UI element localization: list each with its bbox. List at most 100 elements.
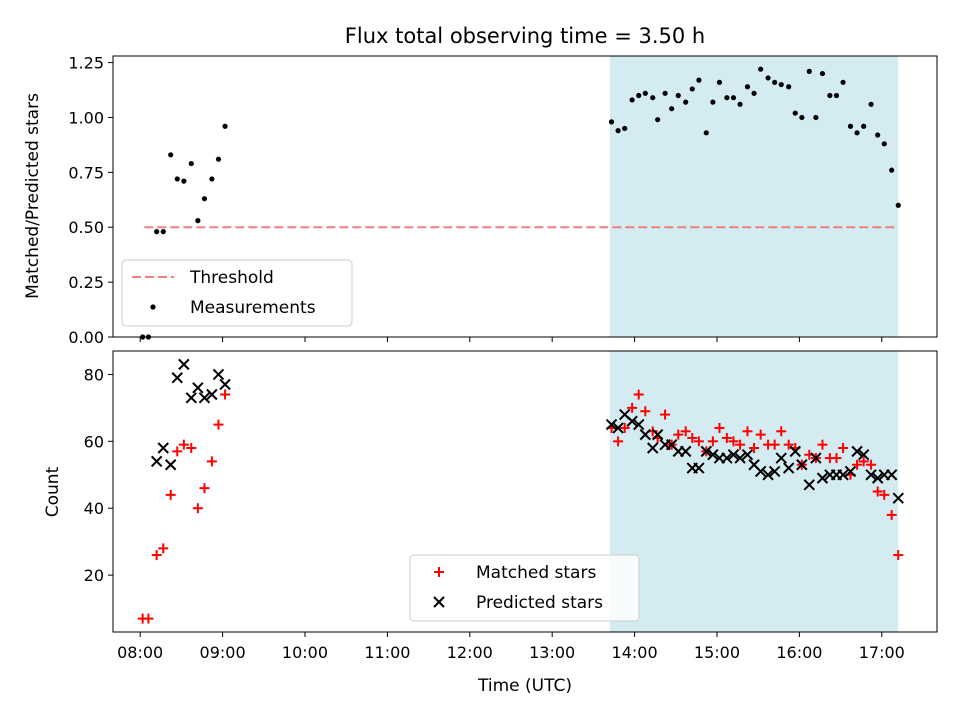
matched-star-point (769, 439, 780, 450)
legend-measurements-swatch (150, 304, 156, 310)
predicted-star-point (721, 452, 733, 464)
predicted-star-point (844, 465, 857, 478)
matched-star-point (714, 422, 725, 433)
measurement-point (209, 176, 215, 182)
measurement-point (683, 99, 689, 105)
matched-star-point (165, 489, 176, 500)
predicted-star-point (164, 459, 177, 471)
measurement-point (806, 68, 812, 74)
top-y-tick-label: 0.00 (68, 328, 104, 347)
predicted-star-point (796, 459, 808, 471)
matched-star-point (143, 613, 154, 624)
measurement-point (195, 218, 201, 224)
predicted-star-point (762, 469, 774, 481)
measurement-point (758, 66, 764, 72)
predicted-star-point (851, 445, 863, 458)
predicted-star-point (857, 448, 870, 461)
bottom-shaded-region (609, 351, 899, 632)
bottom-y-tick-label: 40 (84, 499, 104, 518)
bottom-y-tick-label: 60 (84, 432, 104, 451)
top-legend-box (121, 259, 353, 327)
measurement-point (675, 92, 681, 99)
bottom-y-axis: 20 40 60 80 (84, 365, 113, 585)
x-tick-label: 08:00 (117, 643, 163, 662)
predicted-star-point (892, 492, 904, 504)
matched-star-point (742, 426, 753, 437)
measurement-point (786, 84, 792, 90)
measurement-point (854, 130, 860, 136)
x-tick-label: 10:00 (282, 643, 328, 662)
predicted-star-point (741, 448, 754, 461)
matched-star-point (199, 483, 210, 494)
x-tick-label: 17:00 (859, 643, 905, 662)
x-tick-label: 12:00 (447, 643, 493, 662)
predicted-star-point (727, 448, 740, 461)
bottom-legend-box (409, 554, 640, 622)
matched-star-point (627, 402, 638, 413)
measurement-point (819, 70, 826, 77)
measurement-point (730, 95, 737, 101)
top-y-tick-label: 0.75 (68, 163, 104, 182)
matched-star-point (192, 503, 203, 514)
predicted-star-point (178, 358, 190, 371)
measurement-point (868, 101, 874, 107)
measurement-point (662, 90, 668, 96)
predicted-star-point (605, 418, 618, 431)
predicted-star-point (700, 445, 712, 458)
measurement-point (792, 110, 798, 116)
measurement-point (799, 114, 805, 121)
predicted-star-point (707, 448, 719, 461)
matched-star-point (172, 446, 183, 457)
measurement-point (629, 97, 635, 103)
predicted-star-point (171, 372, 183, 384)
measurement-point (642, 90, 648, 96)
predicted-star-point (837, 469, 849, 481)
predicted-star-point (157, 442, 169, 454)
measurement-point (889, 167, 895, 173)
measurement-point (861, 123, 867, 129)
measurement-point (154, 229, 160, 235)
predicted-star-point (612, 422, 624, 434)
matched-star-point (693, 436, 704, 447)
legend-predicted-label: Predicted stars (476, 593, 603, 613)
measurement-point (847, 123, 854, 129)
measurement-point (615, 128, 621, 134)
measurement-point (215, 156, 222, 162)
predicted-star-point (810, 452, 822, 464)
legend-threshold-label: Threshold (189, 268, 274, 288)
predicted-star-point (775, 452, 787, 464)
predicted-star-point (185, 392, 197, 404)
top-panel: 0.00 0.25 0.50 0.75 1.00 1.25 Matched/Predict… (23, 54, 938, 347)
x-axis-label: Time (UTC) (477, 676, 572, 696)
matched-star-point (613, 436, 624, 447)
predicted-star-point (734, 452, 746, 464)
measurement-point (181, 178, 187, 184)
matched-star-point (838, 443, 849, 454)
measurement-point (840, 79, 846, 85)
matched-star-point (158, 543, 169, 554)
matched-star-point (151, 550, 162, 561)
predicted-star-point (679, 445, 692, 458)
matched-star-point (673, 429, 684, 440)
predicted-star-point (626, 415, 638, 427)
measurement-point (622, 125, 628, 132)
top-legend: Threshold Measurements (121, 259, 353, 327)
matched-star-point (640, 406, 651, 417)
x-tick-label: 15:00 (694, 643, 740, 662)
predicted-star-point (693, 462, 705, 474)
predicted-star-point (768, 465, 781, 478)
matched-star-point (213, 419, 224, 430)
matched-star-point (633, 389, 644, 400)
matched-star-point (721, 432, 732, 443)
top-y-axis-label: Matched/Predicted stars (23, 93, 43, 299)
top-y-tick-label: 0.50 (68, 218, 104, 237)
count-points (137, 358, 904, 624)
matched-star-point (728, 436, 739, 447)
top-x-ticks (139, 337, 883, 342)
matched-star-point (893, 550, 904, 561)
predicted-star-point (206, 388, 218, 401)
matched-star-point (817, 439, 828, 450)
measurement-point (833, 92, 840, 99)
matched-star-point (858, 456, 869, 467)
